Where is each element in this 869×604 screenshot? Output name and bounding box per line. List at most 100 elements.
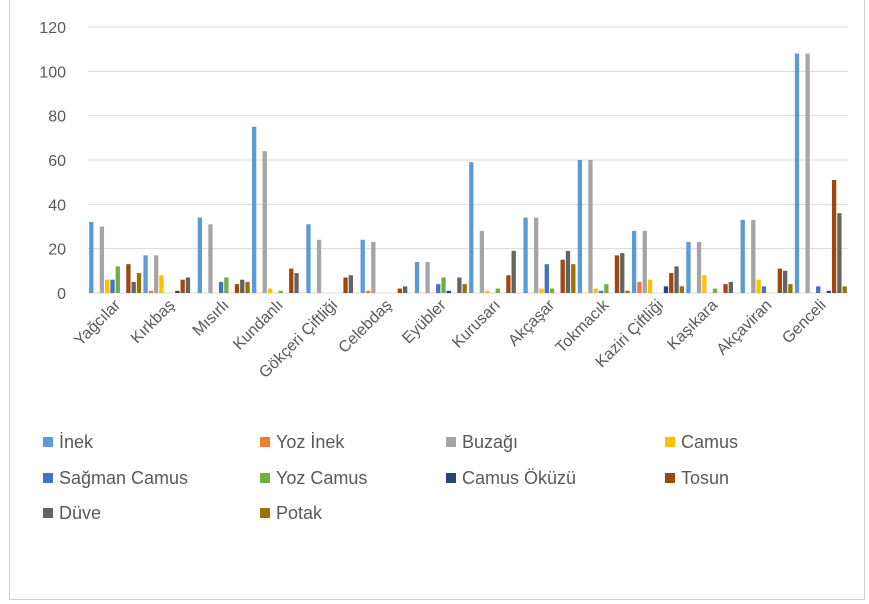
bar-2-8: [240, 279, 245, 293]
bar-9-4: [598, 290, 604, 293]
x-tick-label: Celebdaş: [336, 297, 396, 357]
legend-swatch: [665, 473, 675, 483]
bar-1-7: [180, 279, 185, 293]
x-tick-label: Genceli: [779, 297, 829, 347]
bar-12-7: [777, 268, 782, 293]
bar-7-7: [506, 275, 511, 293]
legend-label: Camus: [681, 432, 738, 452]
y-tick-label: 60: [48, 153, 66, 170]
bar-9-9: [625, 290, 630, 293]
bar-12-0: [740, 219, 745, 293]
bar-0-2: [99, 226, 105, 293]
bar-9-2: [588, 160, 593, 293]
bar-7-2: [479, 230, 485, 293]
x-tick-label: Mısırlı: [190, 297, 233, 340]
bar-6-4: [436, 284, 441, 293]
bar-2-5: [224, 277, 229, 293]
bar-7-5: [495, 288, 500, 293]
gridlines: [88, 26, 848, 294]
legend-swatch: [260, 508, 270, 518]
bar-13-8: [837, 213, 842, 293]
legend-swatch: [260, 473, 270, 483]
bar-11-7: [723, 284, 728, 293]
bar-3-8: [294, 273, 299, 293]
bar-9-7: [614, 255, 620, 293]
bar-13-4: [816, 286, 821, 293]
x-tick-label: Kurusarı: [449, 297, 504, 352]
bar-12-9: [788, 284, 793, 293]
bars: [89, 53, 847, 293]
legend: İnek Yoz İnek Buzağı Camus Sağman Camus Yoz C…: [43, 432, 738, 523]
y-tick-label: 40: [48, 197, 66, 214]
legend-swatch: [43, 473, 53, 483]
bar-4-8: [348, 275, 353, 293]
bar-6-9: [462, 284, 467, 293]
legend-label: Camus Öküzü: [462, 468, 576, 488]
bar-1-3: [159, 275, 164, 293]
bar-12-8: [782, 270, 788, 293]
bar-4-2: [316, 239, 322, 293]
bar-10-8: [674, 266, 679, 293]
bar-8-3: [539, 288, 544, 293]
legend-label: Düve: [59, 503, 101, 523]
x-tick-label: Kaşıkara: [664, 297, 721, 354]
bar-6-8: [457, 277, 462, 293]
bar-5-7: [397, 288, 402, 293]
bar-2-9: [245, 281, 250, 293]
bar-2-2: [208, 224, 213, 293]
bar-5-2: [371, 242, 376, 293]
bar-10-1: [637, 281, 642, 293]
bar-13-7: [831, 179, 837, 293]
bar-9-0: [577, 160, 583, 293]
bar-8-2: [534, 217, 539, 293]
bar-5-0: [360, 239, 365, 293]
x-tick-label: Akçaviran: [714, 297, 776, 359]
bar-8-7: [560, 259, 565, 293]
bar-13-9: [842, 286, 847, 293]
bar-11-2: [696, 242, 702, 293]
bar-10-3: [647, 279, 653, 293]
bar-10-6: [663, 286, 669, 293]
bar-11-5: [712, 288, 718, 293]
bar-4-0: [306, 224, 311, 293]
bar-8-5: [549, 288, 555, 293]
bar-7-8: [511, 250, 516, 293]
bar-10-0: [632, 230, 637, 293]
bar-6-5: [441, 277, 446, 293]
legend-swatch: [446, 437, 456, 447]
bar-9-8: [620, 253, 625, 293]
bar-0-7: [126, 264, 131, 293]
bar-6-2: [425, 261, 430, 293]
bar-10-7: [669, 273, 674, 293]
bar-12-2: [751, 219, 756, 293]
legend-label: Sağman Camus: [59, 468, 188, 488]
bar-2-0: [197, 217, 203, 293]
bar-1-0: [143, 255, 148, 293]
bar-3-2: [262, 151, 267, 293]
y-tick-label: 100: [39, 64, 66, 81]
y-axis-ticks: 0 20 40 60 80 100 120: [39, 20, 66, 303]
bar-3-3: [267, 288, 273, 293]
x-tick-label: Kırkbaş: [128, 297, 178, 347]
legend-label: Yoz İnek: [276, 432, 345, 452]
legend-swatch: [260, 437, 270, 447]
legend-label: Tosun: [681, 468, 729, 488]
bar-0-9: [136, 273, 142, 293]
bar-0-0: [89, 222, 94, 293]
bar-2-7: [234, 284, 240, 293]
bar-11-3: [702, 275, 707, 293]
bar-3-7: [289, 268, 294, 293]
bar-9-3: [593, 288, 598, 293]
y-tick-label: 0: [57, 286, 66, 303]
bar-12-3: [756, 279, 761, 293]
legend-label: İnek: [59, 432, 94, 452]
legend-swatch: [43, 437, 53, 447]
bar-8-4: [544, 264, 549, 293]
bar-3-5: [278, 290, 283, 293]
x-tick-label: Yağcılar: [71, 296, 124, 349]
bar-2-4: [218, 281, 224, 293]
bar-11-0: [686, 242, 691, 293]
y-tick-label: 80: [48, 109, 66, 126]
